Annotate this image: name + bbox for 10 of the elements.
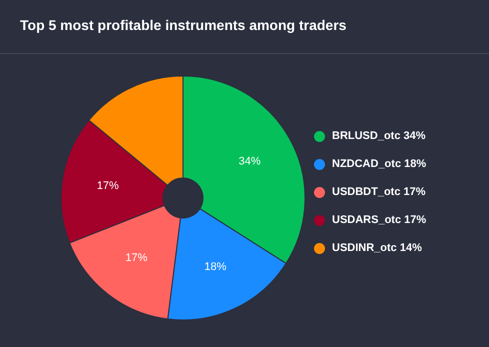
data-label: 18% bbox=[204, 260, 227, 273]
data-label: 17% bbox=[125, 252, 148, 264]
legend-label: USDBDT_otc 17% bbox=[332, 186, 426, 198]
data-label: 17% bbox=[96, 180, 120, 192]
legend-label: USDINR_otc 14% bbox=[332, 242, 422, 254]
legend-label: USDARS_otc 17% bbox=[332, 214, 426, 226]
chart-title: Top 5 most profitable instruments among traders bbox=[20, 17, 346, 33]
data-label: 34% bbox=[238, 155, 261, 168]
legend-label: NZDCAD_otc 18% bbox=[332, 158, 426, 170]
legend-label: BRLUSD_otc 34% bbox=[332, 130, 426, 142]
